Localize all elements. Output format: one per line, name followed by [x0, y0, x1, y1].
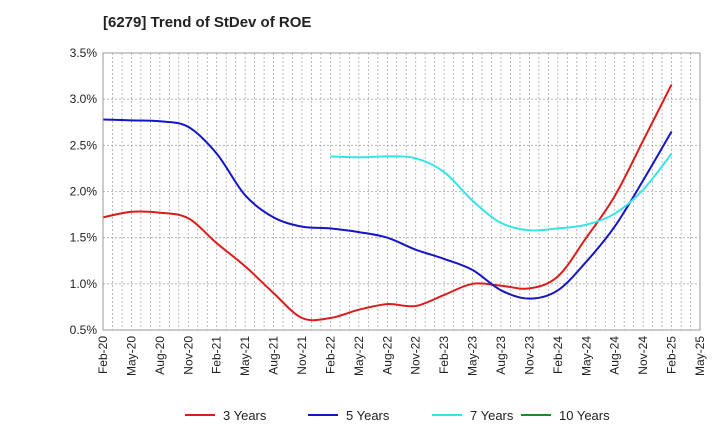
- legend-label-3-years: 3 Years: [223, 408, 267, 423]
- x-tick-label: May-23: [466, 336, 480, 376]
- x-tick-label: May-24: [579, 336, 593, 376]
- legend-label-7-years: 7 Years: [470, 408, 514, 423]
- series-line-7-years: [330, 152, 673, 232]
- x-tick-label: Aug-23: [494, 336, 508, 375]
- x-tick-label: May-22: [352, 336, 366, 376]
- x-tick-label: Nov-24: [636, 336, 650, 375]
- x-tick-label: Aug-24: [608, 336, 622, 375]
- x-tick-label: Aug-22: [380, 336, 394, 375]
- y-tick-label: 1.5%: [70, 231, 98, 245]
- legend-label-5-years: 5 Years: [346, 408, 390, 423]
- y-tick-label: 0.5%: [70, 323, 98, 337]
- plot-area-border: [102, 52, 701, 331]
- x-tick-label: May-21: [238, 336, 252, 376]
- chart-title: [6279] Trend of StDev of ROE: [103, 14, 311, 31]
- x-tick-label: Nov-23: [522, 336, 536, 375]
- x-tick-label: Nov-22: [409, 336, 423, 375]
- x-tick-label: Feb-25: [665, 336, 679, 374]
- series-line-3-years: [102, 83, 673, 322]
- y-tick-label: 3.5%: [70, 46, 98, 60]
- y-tick-label: 2.0%: [70, 185, 98, 199]
- legend: 3 Years 5 Years 7 Years 10 Years: [185, 408, 610, 423]
- x-tick-label: May-20: [124, 336, 138, 376]
- x-tick-label: Feb-20: [96, 336, 110, 374]
- y-tick-label: 3.0%: [70, 92, 98, 106]
- x-tick-label: Aug-20: [153, 336, 167, 375]
- x-tick-label: May-25: [693, 336, 707, 376]
- x-tick-label: Nov-21: [295, 336, 309, 375]
- x-tick-label: Aug-21: [267, 336, 281, 375]
- grid: [102, 52, 701, 331]
- y-tick-label: 1.0%: [70, 277, 98, 291]
- series-lines: [102, 83, 673, 322]
- x-tick-label: Feb-22: [323, 336, 337, 374]
- x-tick-label: Feb-23: [437, 336, 451, 374]
- series-line-5-years: [102, 118, 673, 300]
- x-axis-ticks: Feb-20 May-20 Aug-20 Nov-20 Feb-21 May-21 Aug-…: [96, 336, 707, 376]
- legend-label-10-years: 10 Years: [559, 408, 610, 423]
- x-tick-label: Feb-21: [210, 336, 224, 374]
- x-tick-label: Nov-20: [181, 336, 195, 375]
- y-tick-label: 2.5%: [70, 138, 98, 152]
- x-tick-label: Feb-24: [551, 336, 565, 374]
- y-axis-ticks: 0.5% 1.0% 1.5% 2.0% 2.5% 3.0% 3.5%: [70, 46, 98, 337]
